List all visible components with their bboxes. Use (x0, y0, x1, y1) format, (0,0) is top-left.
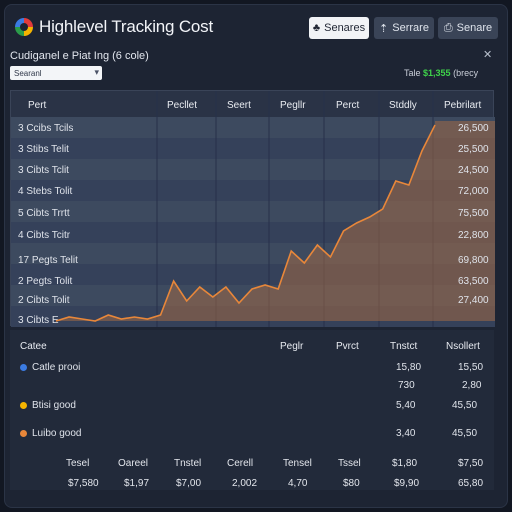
row-label: 3 Ccibs Tcils (18, 123, 74, 134)
chart-row-stripe (11, 138, 495, 159)
summary-item-label: Luibo good (32, 428, 82, 439)
footer-value: $80 (343, 478, 360, 489)
senares-button[interactable]: ♣ Senares (309, 17, 369, 39)
summary-header-c2: Pvrct (336, 341, 359, 352)
footer-value: $1,97 (124, 478, 150, 489)
cost-chart (10, 90, 495, 327)
senare-button[interactable]: ⎙ Senare (438, 17, 498, 39)
chart-row-stripe (11, 159, 495, 180)
summary-value: 15,80 (396, 362, 422, 373)
footer-value: 4,70 (288, 478, 308, 489)
row-label: 2 Pegts Tolit (18, 276, 73, 287)
summary-header-c4: Nsollert (446, 341, 480, 352)
col-header-stddly: Stddly (389, 100, 417, 111)
footer-value: 2,002 (232, 478, 258, 489)
row-label: 5 Cibts Trrtt (18, 208, 70, 219)
orange-dot-icon (20, 430, 27, 437)
total-suffix: (brecy (453, 68, 479, 78)
summary-item-label: Catle prooi (32, 362, 81, 373)
col-header-seert: Seert (227, 100, 251, 111)
summary-value: 45,50 (452, 428, 478, 439)
col-header-pecllet: Pecllet (167, 100, 198, 111)
total-label: Tale (404, 68, 421, 78)
app-logo-icon (15, 18, 33, 36)
row-label: 17 Pegts Telit (18, 255, 78, 266)
chart-series-line (55, 124, 436, 322)
row-value: 75,500 (458, 208, 489, 219)
row-label: 4 Stebs Tolit (18, 186, 73, 197)
summary-value: 15,50 (458, 362, 484, 373)
summary-header-label: Catee (20, 341, 47, 352)
chart-row-stripe (11, 180, 495, 201)
footer-label: $1,80 (392, 458, 418, 469)
footer-value: 65,80 (458, 478, 484, 489)
summary-header-c3: Tnstct (390, 341, 418, 352)
panel-subtitle: Cudiganel e Piat Ing (6 cole) (10, 50, 149, 62)
summary-value: 45,50 (452, 400, 478, 411)
app-title: Highlevel Tracking Cost (15, 17, 213, 37)
chevron-down-icon: ▾ (94, 67, 99, 77)
row-value: 25,500 (458, 144, 489, 155)
app-title-text: Highlevel Tracking Cost (39, 17, 213, 36)
row-value: 72,000 (458, 186, 489, 197)
footer-label: Tensel (283, 458, 312, 469)
filter-select-value: Searanl (14, 68, 42, 78)
footer-label: Tssel (338, 458, 361, 469)
chart-area-tail (435, 121, 495, 321)
footer-value: $9,90 (394, 478, 420, 489)
filter-select[interactable]: Searanl ▾ (10, 66, 102, 80)
blue-dot-icon (20, 364, 27, 371)
summary-value: 730 (398, 380, 415, 391)
yellow-dot-icon (20, 402, 27, 409)
footer-label: Cerell (227, 458, 254, 469)
summary-value: 5,40 (396, 400, 416, 411)
summary-item[interactable]: Luibo good (20, 428, 82, 439)
share-icon: ⎙ (443, 21, 453, 34)
summary-header-c1: Peglr (280, 341, 304, 352)
summary-item[interactable]: Btisi good (20, 400, 76, 411)
footer-value: $7,00 (176, 478, 202, 489)
summary-table (10, 330, 494, 490)
footer-value: $7,580 (68, 478, 99, 489)
senares-button-label: Senares (324, 22, 366, 34)
footer-label: Tesel (66, 458, 90, 469)
chart-row-stripe (11, 117, 495, 138)
total-value: $1,355 (423, 68, 451, 78)
senare-button-label: Senare (456, 22, 493, 34)
row-value: 63,500 (458, 276, 489, 287)
row-value: 69,800 (458, 255, 489, 266)
row-label: 2 Cibts Tolit (18, 295, 70, 306)
col-header-pebrilart: Pebrilart (444, 100, 482, 111)
row-value: 24,500 (458, 165, 489, 176)
footer-label: $7,50 (458, 458, 484, 469)
total-readout: Tale $1,355 (brecy (404, 68, 478, 78)
row-value: 27,400 (458, 295, 489, 306)
chart-area (56, 125, 435, 321)
row-label: 3 Cibts E (18, 315, 59, 326)
summary-value: 3,40 (396, 428, 416, 439)
summary-item-label: Btisi good (32, 400, 76, 411)
upload-icon: ⇡ (379, 22, 389, 35)
row-label: 3 Stibs Telit (18, 144, 69, 155)
serrare-button[interactable]: ⇡ Serrare (374, 17, 434, 39)
col-header-pert: Pert (28, 100, 47, 111)
row-value: 26,500 (458, 123, 489, 134)
row-label: 3 Cibts Tclit (18, 165, 69, 176)
row-label: 4 Cibts Tcitr (18, 230, 71, 241)
bell-icon: ♣ (312, 22, 321, 34)
close-icon[interactable]: ✕ (483, 49, 493, 61)
footer-label: Tnstel (174, 458, 202, 469)
cost-chart-svg (11, 91, 495, 327)
serrare-button-label: Serrare (392, 22, 429, 34)
summary-item[interactable]: Catle prooi (20, 362, 80, 373)
col-header-pegllr: Pegllr (280, 100, 306, 111)
row-value: 22,800 (458, 230, 489, 241)
footer-label: Oareel (118, 458, 149, 469)
col-header-perct: Perct (336, 100, 360, 111)
summary-value: 2,80 (462, 380, 482, 391)
